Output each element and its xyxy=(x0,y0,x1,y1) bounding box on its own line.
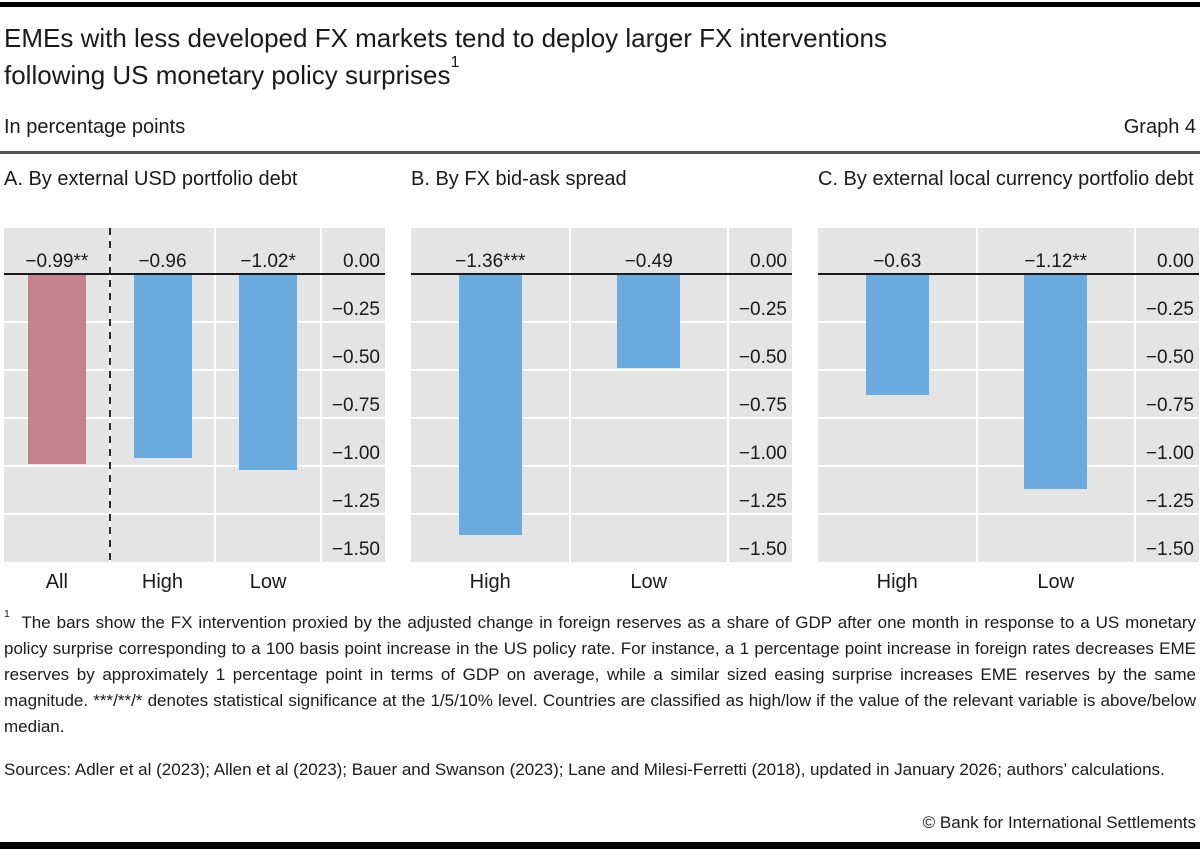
sources-line: Sources: Adler et al (2023); Allen et al… xyxy=(4,760,1165,779)
y-tick-label: −1.25 xyxy=(738,491,787,512)
y-tick-label: −0.25 xyxy=(738,299,787,320)
y-tick-label: −0.50 xyxy=(1145,347,1194,368)
bar-value-label: −1.12** xyxy=(1024,251,1088,272)
gridline xyxy=(4,369,385,371)
panel-a-plot: −0.99** −0.96 −1.02* 0.00 −0.25 −0.50 −0.75 −1.… xyxy=(4,228,385,562)
gridline xyxy=(411,369,792,371)
bottom-frame-bar xyxy=(0,842,1200,849)
bar-value-label: −0.63 xyxy=(873,251,922,272)
bar-low xyxy=(1024,275,1088,489)
category-label-all: All xyxy=(45,571,68,593)
gridline xyxy=(818,369,1199,371)
y-tick-label: −0.25 xyxy=(331,299,380,320)
zero-line xyxy=(4,273,385,275)
y-tick-label: 0.00 xyxy=(750,251,787,272)
y-tick-label: −0.75 xyxy=(738,395,787,416)
y-tick-label: −0.75 xyxy=(331,395,380,416)
bar-high xyxy=(458,275,522,535)
footnote-text: The bars show the FX intervention proxie… xyxy=(4,613,1197,736)
gridline xyxy=(4,465,385,467)
y-tick-label: −0.50 xyxy=(331,347,380,368)
column-separator xyxy=(108,228,111,562)
y-tick-label: −0.75 xyxy=(1145,395,1194,416)
top-frame-bar xyxy=(0,2,1200,7)
column-separator xyxy=(568,228,571,562)
gridline xyxy=(818,417,1199,419)
y-tick-label: −0.25 xyxy=(1145,299,1194,320)
group-divider-dashed xyxy=(108,228,111,562)
gridline xyxy=(4,513,385,515)
y-tick-label: −1.00 xyxy=(331,443,380,464)
bar-value-label: −0.99** xyxy=(25,251,89,272)
gridline xyxy=(411,321,792,323)
y-tick-label: 0.00 xyxy=(343,251,380,272)
panel-c-plot: −0.63 −1.12** 0.00 −0.25 −0.50 −0.75 −1.00 −1.2… xyxy=(818,228,1199,562)
y-tick-label: −1.50 xyxy=(1145,539,1194,560)
bar-low xyxy=(617,275,681,368)
header-divider xyxy=(0,151,1200,154)
label-column-separator xyxy=(727,228,729,562)
category-label-high: High xyxy=(469,571,511,593)
zero-line xyxy=(818,273,1199,275)
y-tick-label: −1.25 xyxy=(1145,491,1194,512)
y-tick-label: −1.50 xyxy=(331,539,380,560)
title-line-2: following US monetary policy surprises xyxy=(4,60,451,90)
y-tick-label: −1.50 xyxy=(738,539,787,560)
label-column-separator xyxy=(320,228,322,562)
bar-value-label: −1.36*** xyxy=(455,251,526,272)
category-label-low: Low xyxy=(630,571,668,593)
label-column-separator xyxy=(1134,228,1136,562)
gridline xyxy=(411,513,792,515)
y-tick-label: −0.50 xyxy=(738,347,787,368)
subtitle-row: In percentage points Graph 4 xyxy=(4,114,1196,140)
column-separator xyxy=(214,228,217,562)
bar-all xyxy=(27,275,86,464)
bar-high xyxy=(133,275,192,458)
bar-value-label: −0.49 xyxy=(624,251,673,272)
footnote-marker: 1 xyxy=(4,607,10,620)
gridline xyxy=(411,465,792,467)
zero-line xyxy=(411,273,792,275)
column-separator xyxy=(975,228,978,562)
category-label-high: High xyxy=(876,571,918,593)
panel-c-title: C. By external local currency portfolio … xyxy=(818,168,1194,190)
bar-high xyxy=(865,275,929,395)
gridline xyxy=(818,465,1199,467)
gridline xyxy=(818,321,1199,323)
panel-b-plot: −1.36*** −0.49 0.00 −0.25 −0.50 −0.75 −1.00 −1.… xyxy=(411,228,792,562)
panel-a-title: A. By external USD portfolio debt xyxy=(4,168,298,190)
gridline xyxy=(818,513,1199,515)
footnote: 1 The bars show the FX intervention prox… xyxy=(4,607,1197,740)
unit-label: In percentage points xyxy=(4,115,186,138)
bar-low xyxy=(239,275,298,470)
panel-b-title: B. By FX bid-ask spread xyxy=(411,168,627,190)
y-tick-label: −1.00 xyxy=(738,443,787,464)
y-tick-label: −1.00 xyxy=(1145,443,1194,464)
copyright-line: © Bank for International Settlements xyxy=(922,813,1196,832)
title-line-1: EMEs with less developed FX markets tend… xyxy=(4,23,887,53)
category-label-low: Low xyxy=(1037,571,1075,593)
y-tick-label: 0.00 xyxy=(1157,251,1194,272)
gridline xyxy=(4,321,385,323)
bar-value-label: −0.96 xyxy=(138,251,187,272)
category-label-high: High xyxy=(141,571,184,593)
chart-title: EMEs with less developed FX markets tend… xyxy=(4,20,1104,94)
gridline xyxy=(4,417,385,419)
gridline xyxy=(411,417,792,419)
graph-number-label: Graph 4 xyxy=(1123,115,1196,138)
bar-value-label: −1.02* xyxy=(240,251,296,272)
category-label-low: Low xyxy=(249,571,287,593)
y-tick-label: −1.25 xyxy=(331,491,380,512)
title-footnote-marker: 1 xyxy=(450,53,460,72)
